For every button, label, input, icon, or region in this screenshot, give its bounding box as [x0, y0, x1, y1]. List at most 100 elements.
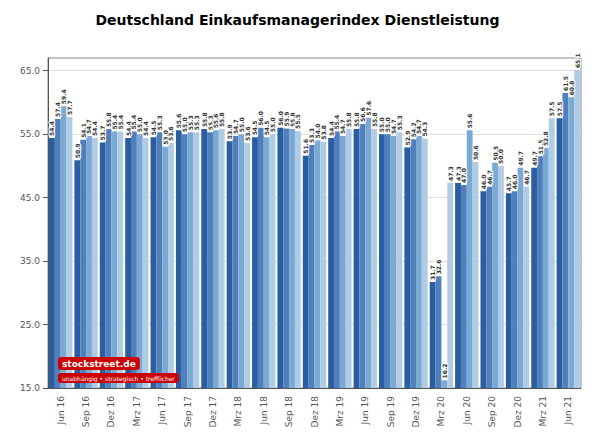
svg-text:46.0: 46.0	[479, 174, 487, 190]
svg-text:Jun 18: Jun 18	[259, 396, 269, 426]
svg-text:55.3: 55.3	[396, 115, 403, 130]
svg-text:49.7: 49.7	[530, 151, 538, 166]
svg-text:45.0: 45.0	[20, 193, 40, 203]
svg-text:47.0: 47.0	[460, 168, 467, 183]
svg-text:Mrz 20: Mrz 20	[436, 396, 446, 427]
svg-text:Mrz 21: Mrz 21	[538, 396, 548, 427]
svg-text:55.8: 55.8	[200, 112, 208, 128]
svg-text:Dez 20: Dez 20	[513, 396, 523, 428]
svg-text:53.9: 53.9	[226, 124, 234, 140]
svg-text:16.2: 16.2	[441, 364, 448, 379]
svg-text:Mrz 17: Mrz 17	[132, 396, 142, 427]
svg-text:47.3: 47.3	[454, 166, 462, 181]
svg-text:65.1: 65.1	[574, 53, 581, 68]
svg-text:55.4: 55.4	[117, 115, 124, 130]
svg-text:stockstreet.de: stockstreet.de	[62, 359, 136, 369]
svg-text:32.6: 32.6	[435, 259, 442, 274]
svg-text:55.3: 55.3	[156, 115, 163, 130]
svg-text:57.5: 57.5	[556, 101, 563, 116]
svg-text:54.1: 54.1	[79, 123, 87, 138]
svg-text:46.7: 46.7	[523, 170, 530, 185]
svg-text:25.0: 25.0	[20, 320, 40, 330]
svg-text:56.0: 56.0	[257, 111, 265, 126]
svg-text:55.0: 55.0	[269, 117, 276, 132]
svg-text:31.7: 31.7	[429, 265, 437, 280]
svg-text:47.3: 47.3	[447, 166, 454, 181]
svg-text:Jun 21: Jun 21	[563, 396, 573, 425]
svg-text:55.6: 55.6	[466, 114, 473, 129]
svg-text:15.0: 15.0	[20, 383, 40, 393]
svg-text:Deutschland Einkaufsmanagerind: Deutschland Einkaufsmanagerindex Dienstl…	[96, 12, 500, 28]
svg-text:55.0: 55.0	[181, 117, 189, 133]
svg-text:55.5: 55.5	[294, 114, 301, 129]
svg-text:55.4: 55.4	[110, 114, 118, 130]
svg-text:54.4: 54.4	[142, 121, 149, 136]
svg-text:50.6: 50.6	[472, 145, 479, 160]
svg-text:55.4: 55.4	[130, 114, 138, 130]
svg-text:unabhängig • strategisch • tre: unabhängig • strategisch • trefflicher	[62, 375, 175, 383]
svg-text:55.3: 55.3	[193, 115, 200, 130]
svg-text:54.3: 54.3	[421, 122, 428, 137]
svg-text:54.4: 54.4	[91, 121, 98, 136]
svg-text:35.0: 35.0	[20, 256, 40, 266]
svg-text:53.6: 53.6	[244, 126, 251, 141]
svg-text:57.4: 57.4	[54, 102, 62, 117]
svg-text:55.0: 55.0	[378, 117, 386, 133]
svg-text:Jun 19: Jun 19	[360, 396, 370, 426]
svg-text:46.0: 46.0	[511, 174, 518, 189]
svg-text:56.0: 56.0	[276, 111, 284, 126]
svg-text:54.7: 54.7	[231, 119, 239, 135]
svg-text:53.0: 53.0	[161, 130, 169, 145]
svg-text:Sep 20: Sep 20	[487, 396, 497, 428]
svg-text:Mrz 18: Mrz 18	[233, 396, 243, 427]
svg-text:50.0: 50.0	[497, 149, 504, 164]
svg-text:54.4: 54.4	[124, 121, 132, 136]
svg-text:Dez 19: Dez 19	[411, 396, 421, 428]
svg-text:Mrz 19: Mrz 19	[335, 396, 345, 427]
svg-text:54.7: 54.7	[85, 119, 93, 135]
svg-text:61.5: 61.5	[561, 76, 569, 91]
svg-text:Sep 16: Sep 16	[81, 396, 91, 428]
svg-text:Sep 17: Sep 17	[183, 396, 193, 427]
svg-text:55.4: 55.4	[333, 114, 341, 130]
svg-text:Dez 18: Dez 18	[310, 396, 320, 428]
svg-text:45.7: 45.7	[505, 176, 513, 192]
svg-text:53.7: 53.7	[99, 125, 107, 141]
svg-text:60.8: 60.8	[568, 81, 575, 96]
svg-text:54.5: 54.5	[251, 120, 259, 136]
svg-text:55.3: 55.3	[206, 115, 214, 131]
svg-text:55.9: 55.9	[282, 111, 290, 127]
svg-text:55.0: 55.0	[136, 117, 144, 133]
svg-text:57.7: 57.7	[66, 100, 73, 115]
svg-text:Jun 20: Jun 20	[462, 396, 472, 426]
svg-text:65.0: 65.0	[20, 66, 40, 76]
svg-text:46.7: 46.7	[486, 170, 493, 185]
svg-text:51.5: 51.5	[536, 139, 544, 155]
svg-text:59.4: 59.4	[60, 89, 68, 105]
svg-text:53.6: 53.6	[167, 126, 174, 141]
svg-text:55.8: 55.8	[371, 112, 378, 127]
svg-text:52.8: 52.8	[542, 131, 549, 146]
svg-text:53.3: 53.3	[308, 128, 316, 143]
svg-text:55.0: 55.0	[384, 117, 392, 133]
svg-text:55.8: 55.8	[345, 112, 352, 127]
svg-text:57.5: 57.5	[548, 101, 555, 116]
svg-text:49.7: 49.7	[517, 151, 524, 166]
svg-text:55.0: 55.0	[20, 129, 40, 139]
svg-text:Sep 18: Sep 18	[284, 396, 294, 428]
svg-text:50.9: 50.9	[74, 143, 81, 158]
svg-text:Dez 16: Dez 16	[106, 396, 116, 428]
svg-text:Dez 17: Dez 17	[208, 396, 218, 428]
svg-text:Sep 19: Sep 19	[386, 396, 396, 428]
svg-text:Jun 16: Jun 16	[56, 396, 66, 426]
svg-text:54.4: 54.4	[327, 121, 335, 136]
svg-text:Jun 17: Jun 17	[157, 396, 167, 425]
svg-text:56.6: 56.6	[358, 107, 366, 122]
svg-text:51.6: 51.6	[302, 138, 310, 154]
svg-text:54.4: 54.4	[48, 121, 55, 136]
svg-text:52.9: 52.9	[403, 130, 411, 146]
svg-text:55.6: 55.6	[175, 113, 183, 129]
svg-text:53.8: 53.8	[320, 125, 327, 140]
svg-text:55.8: 55.8	[218, 112, 225, 127]
svg-text:54.2: 54.2	[409, 122, 417, 138]
